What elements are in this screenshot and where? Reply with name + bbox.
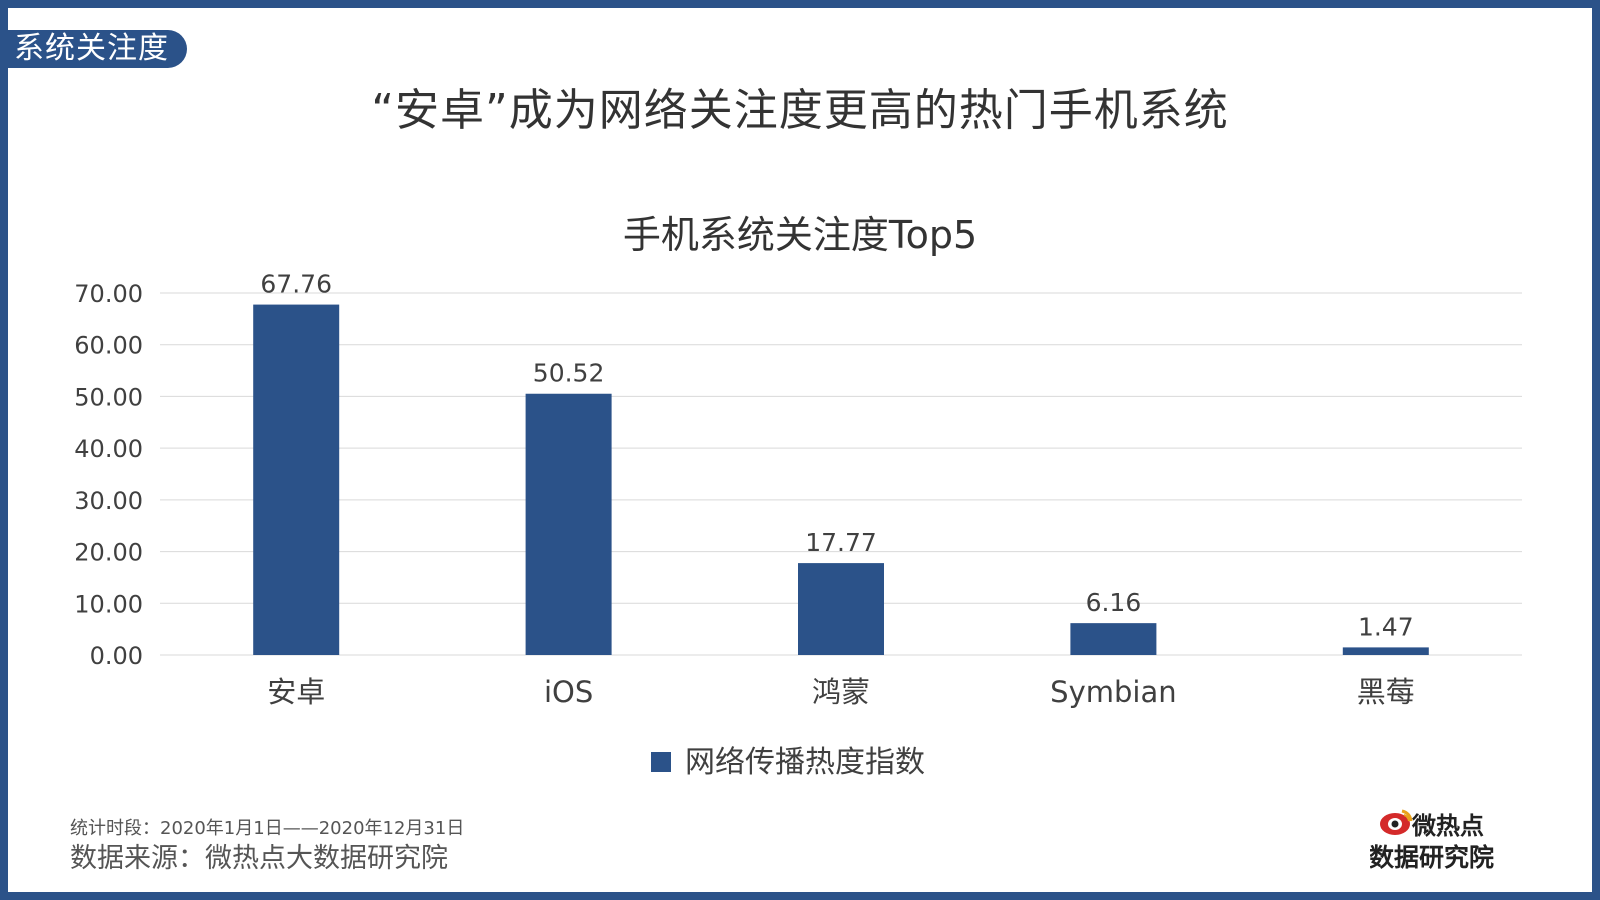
page-title: “安卓”成为网络关注度更高的热门手机系统 bbox=[371, 85, 1229, 136]
y-tick-label: 60.00 bbox=[74, 332, 143, 360]
data-label: 1.47 bbox=[1358, 612, 1414, 641]
y-tick-label: 10.00 bbox=[74, 590, 143, 618]
logo-text-top: 微热点 bbox=[1411, 812, 1484, 840]
data-label: 50.52 bbox=[533, 359, 605, 388]
y-tick-label: 40.00 bbox=[74, 435, 143, 463]
statistics-period: 统计时段：2020年1月1日——2020年12月31日 bbox=[70, 818, 465, 839]
data-label: 6.16 bbox=[1086, 588, 1142, 617]
x-tick-label: 鸿蒙 bbox=[812, 675, 870, 709]
bar bbox=[253, 304, 340, 655]
bar bbox=[1070, 623, 1157, 655]
bar bbox=[1342, 647, 1429, 655]
bar bbox=[798, 563, 884, 655]
x-tick-label: 安卓 bbox=[267, 675, 325, 709]
y-tick-label: 30.00 bbox=[74, 487, 143, 515]
y-tick-label: 0.00 bbox=[90, 642, 143, 670]
legend-label: 网络传播热度指数 bbox=[685, 745, 925, 780]
brand-logo: 微热点 大数据研究院 bbox=[1344, 806, 1540, 876]
legend-swatch bbox=[651, 752, 671, 772]
data-label: 17.77 bbox=[805, 528, 877, 557]
logo-text-bottom: 大数据研究院 bbox=[1370, 843, 1494, 872]
x-tick-label: Symbian bbox=[1050, 675, 1176, 709]
y-tick-label: 70.00 bbox=[74, 280, 143, 308]
x-tick-label: 黑莓 bbox=[1357, 675, 1415, 709]
data-source: 数据来源：微热点大数据研究院 bbox=[70, 843, 448, 874]
data-label: 67.76 bbox=[260, 270, 332, 299]
y-tick-label: 50.00 bbox=[74, 383, 143, 411]
y-tick-label: 20.00 bbox=[74, 539, 143, 567]
bar bbox=[525, 393, 612, 655]
chart-title: 手机系统关注度Top5 bbox=[623, 213, 977, 257]
section-tag: 系统关注度 bbox=[8, 30, 187, 68]
x-tick-label: iOS bbox=[544, 675, 593, 709]
weibo-eye-icon bbox=[1380, 809, 1413, 835]
